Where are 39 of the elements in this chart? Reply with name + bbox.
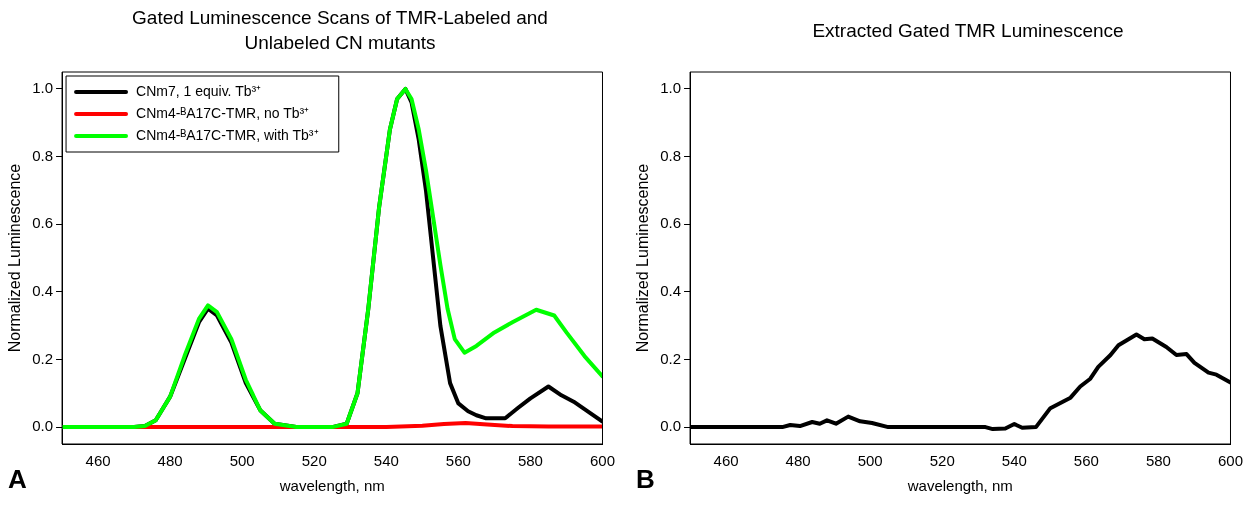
y-axis-title: Normalized Luminescence	[634, 163, 652, 353]
legend-label: CNm7, 1 equiv. Tb³⁺	[136, 82, 262, 99]
y-tick-label: 0.8	[660, 146, 682, 164]
x-tick-label: 540	[1001, 452, 1027, 470]
y-tick-label: 1.0	[660, 79, 682, 97]
x-tick-label: 460	[713, 452, 739, 470]
x-tick-label: 560	[445, 452, 471, 470]
y-tick-label: 0.0	[32, 417, 54, 435]
x-axis-title: wavelength, nm	[278, 477, 385, 495]
x-tick-label: 580	[517, 452, 543, 470]
x-tick-label: 500	[857, 452, 883, 470]
x-tick-label: 540	[373, 452, 399, 470]
y-axis-title: Normalized Luminescence	[6, 163, 24, 353]
x-tick-label: 560	[1073, 452, 1099, 470]
chart-title: Extracted Gated TMR Luminescence	[811, 18, 1125, 43]
x-tick-label: 480	[785, 452, 811, 470]
y-tick-label: 0.6	[660, 214, 682, 232]
x-tick-label: 600	[589, 452, 615, 470]
legend-label: CNm4-ᴮA17C-TMR, with Tb³⁺	[136, 126, 319, 143]
text: B	[636, 464, 655, 495]
y-tick-label: 1.0	[32, 79, 54, 97]
x-tick-label: 480	[157, 452, 183, 470]
y-tick-label: 0.4	[32, 281, 54, 299]
x-tick-label: 580	[1145, 452, 1171, 470]
y-tick-label: 0.4	[660, 281, 682, 299]
chart-title: Gated Luminescence Scans of TMR-Labeled and Unlabeled CN mutants	[131, 6, 549, 55]
x-tick-label: 600	[1217, 452, 1243, 470]
y-tick-label: 0.2	[32, 349, 54, 367]
x-axis-title: wavelength, nm	[906, 477, 1013, 495]
y-tick-label: 0.6	[32, 214, 54, 232]
x-tick-label: 520	[929, 452, 955, 470]
legend-label: CNm4-ᴮA17C-TMR, no Tb³⁺	[136, 104, 310, 121]
y-tick-label: 0.0	[660, 417, 682, 435]
x-tick-label: 520	[301, 452, 327, 470]
y-tick-label: 0.8	[32, 146, 54, 164]
text: A	[8, 464, 27, 495]
x-tick-label: 500	[229, 452, 255, 470]
y-tick-label: 0.2	[660, 349, 682, 367]
x-tick-label: 460	[85, 452, 111, 470]
